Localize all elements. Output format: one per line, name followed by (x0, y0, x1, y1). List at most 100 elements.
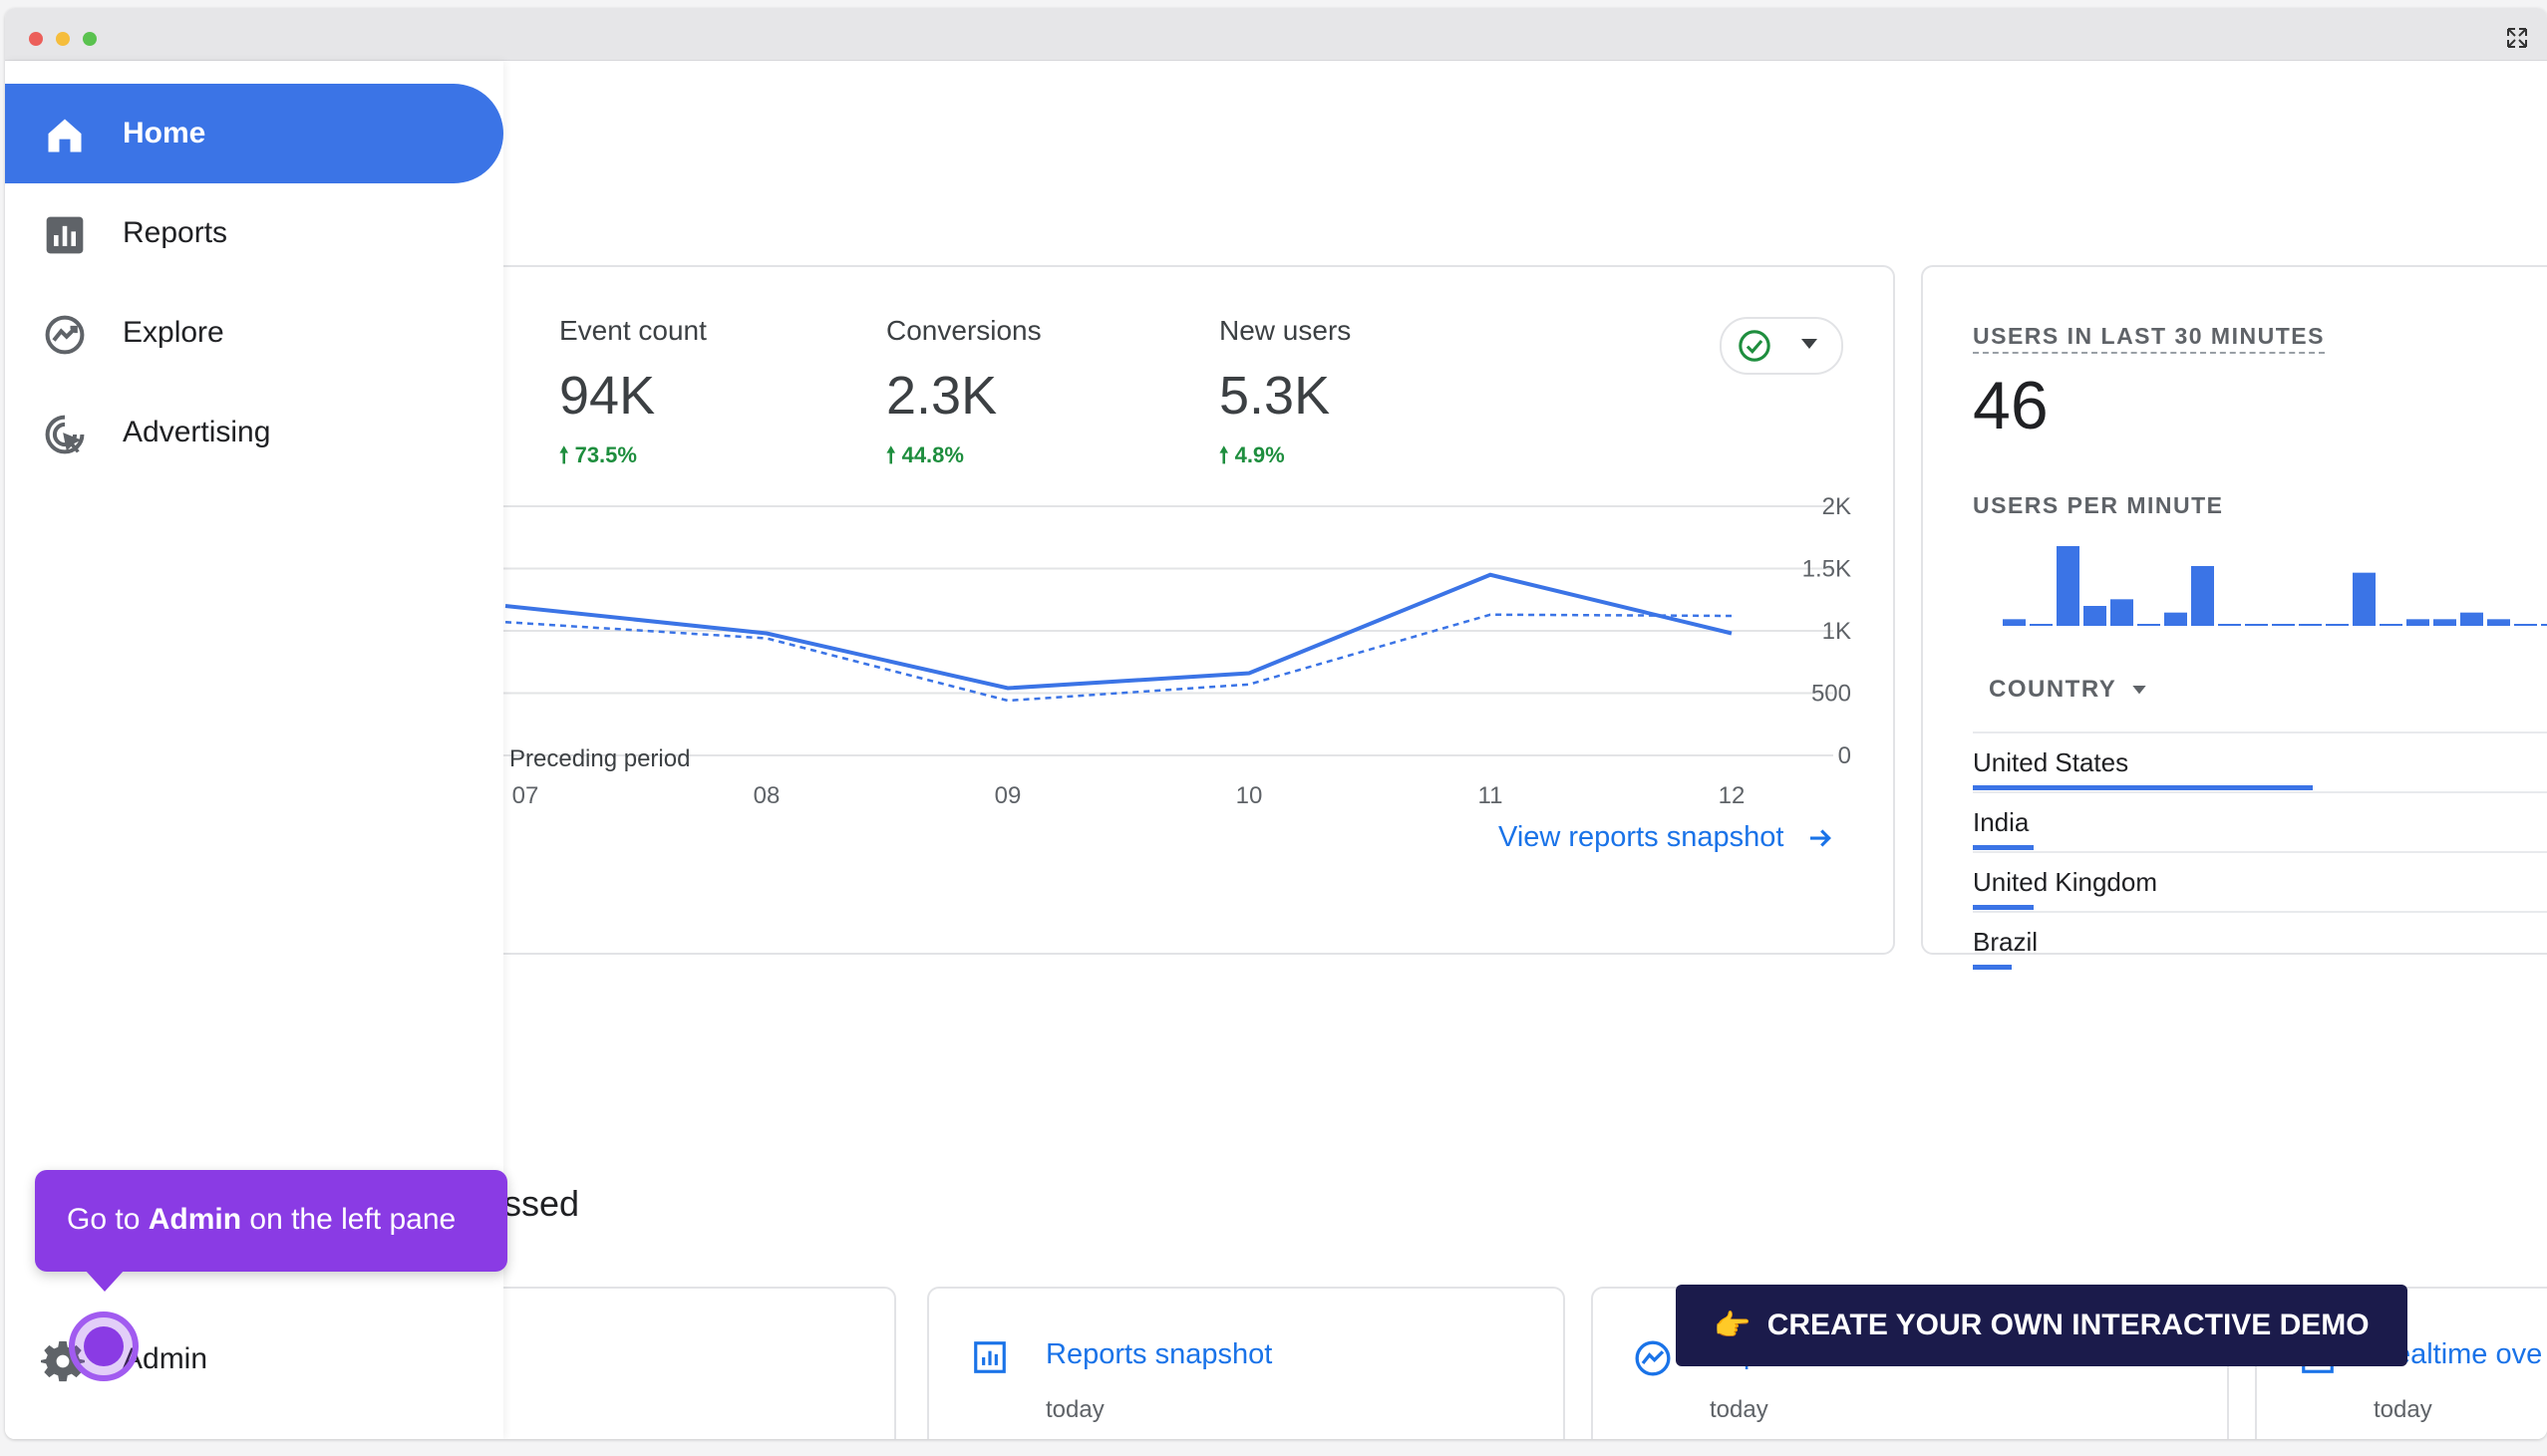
chevron-down-icon (1801, 339, 1817, 349)
x-tick-label: 11 (1478, 782, 1503, 809)
country-name: India (1973, 807, 2030, 837)
maximize-window-button[interactable] (83, 32, 97, 46)
x-tick-label: 09 (995, 782, 1022, 809)
minute-bar[interactable] (2514, 624, 2537, 626)
country-label: COUNTRY (1989, 676, 2116, 703)
minute-bar[interactable] (2299, 624, 2322, 626)
country-share-bar (1973, 965, 2012, 970)
y-tick-label: 1.5K (1802, 556, 1851, 583)
country-row[interactable]: India (1973, 791, 2547, 853)
line-chart: 2K 1.5K 1K 500 0 07 08 09 10 11 12 (466, 493, 1851, 809)
bar-chart-icon (46, 216, 84, 254)
minute-bar[interactable] (2541, 624, 2547, 626)
tooltip-text: Go to Admin on the left pane (67, 1203, 457, 1236)
minute-bar[interactable] (2083, 606, 2106, 626)
minute-bar[interactable] (2057, 546, 2079, 626)
close-window-button[interactable] (29, 32, 43, 46)
metric-change: 🠕 4.9% (1219, 442, 1285, 467)
guide-tooltip: Go to Admin on the left pane (35, 1170, 507, 1292)
explore-icon (1635, 1340, 1671, 1376)
y-tick-label: 1K (1822, 618, 1851, 645)
minute-bar[interactable] (2110, 599, 2133, 626)
section-title: ssed (503, 1183, 580, 1224)
country-row[interactable]: Brazil (1973, 911, 2547, 973)
minute-bar[interactable] (2406, 619, 2429, 626)
minute-bar[interactable] (2245, 624, 2268, 626)
metric-value: 5.3K (1219, 366, 1331, 426)
x-tick-label: 12 (1719, 782, 1746, 809)
minute-bar[interactable] (2460, 612, 2483, 626)
recent-card-reports-snapshot[interactable]: Reports snapshot today (927, 1287, 1565, 1439)
view-reports-snapshot-link[interactable]: View reports snapshot (1498, 821, 1835, 854)
arrow-right-icon (1810, 829, 1832, 847)
minute-bar[interactable] (2433, 619, 2456, 626)
sidebar-item-label: Advertising (123, 416, 271, 448)
minute-bar[interactable] (2326, 624, 2349, 626)
minute-bar[interactable] (2218, 624, 2241, 626)
minute-bar[interactable] (2030, 624, 2053, 626)
minute-bar[interactable] (2137, 624, 2160, 626)
tooltip-pointer (85, 1270, 125, 1292)
admin-highlight-ring[interactable] (69, 1311, 139, 1381)
metric-label: New users (1219, 315, 1352, 346)
sidebar-item-home[interactable]: Home (5, 84, 503, 183)
advertising-icon (45, 415, 85, 454)
browser-window: Home Reports Explore (5, 8, 2547, 1439)
expand-icon[interactable] (2505, 26, 2529, 50)
realtime-card: USERS IN LAST 30 MINUTES 46 USERS PER MI… (1921, 265, 2547, 970)
country-row[interactable]: United Kingdom (1973, 851, 2547, 913)
y-tick-label: 500 (1811, 681, 1851, 708)
arrow-up-icon: 🠕 (559, 442, 569, 467)
explore-icon (45, 315, 85, 355)
country-row[interactable]: United States (1973, 731, 2547, 793)
x-tick-label: 08 (754, 782, 781, 809)
minimize-window-button[interactable] (56, 32, 70, 46)
pointing-hand-icon: 👉 (1714, 1309, 1751, 1342)
metric-value: 2.3K (886, 366, 998, 426)
view-reports-label: View reports snapshot (1498, 821, 1784, 853)
country-dropdown[interactable]: COUNTRY (1989, 676, 2146, 704)
home-icon (48, 119, 82, 152)
minute-bar[interactable] (2272, 624, 2295, 626)
users-per-minute-label: USERS PER MINUTE (1973, 492, 2224, 518)
country-name: United States (1973, 747, 2129, 777)
metric-label: Event count (559, 315, 707, 346)
banner-text: CREATE YOUR OWN INTERACTIVE DEMO (1766, 1309, 2370, 1341)
sidebar-item-label: Home (123, 117, 206, 149)
country-share-bar (1973, 845, 2034, 850)
chevron-down-icon (2132, 685, 2146, 694)
y-tick-label: 2K (1822, 493, 1851, 520)
recent-card-title: Reports snapshot (1046, 1338, 1273, 1370)
check-circle-icon (1739, 330, 1770, 362)
arrow-up-icon: 🠕 (886, 442, 896, 467)
recent-card-time: today (1710, 1396, 1768, 1423)
app-content: Home Reports Explore (5, 61, 2547, 1439)
x-tick-label: 07 (512, 782, 539, 809)
admin-highlight-dot (84, 1326, 124, 1366)
status-dropdown[interactable] (1720, 317, 1843, 375)
metric-change: 🠕 73.5% (559, 442, 637, 467)
sidebar-item-label: Reports (123, 216, 228, 249)
sidebar-item-advertising[interactable]: Advertising (5, 383, 503, 482)
realtime-title[interactable]: USERS IN LAST 30 MINUTES (1973, 323, 2325, 354)
country-name: United Kingdom (1973, 867, 2157, 897)
arrow-up-icon: 🠕 (1219, 442, 1229, 467)
minute-bar[interactable] (2164, 612, 2187, 626)
sidebar-item-label: Explore (123, 316, 224, 349)
users-per-minute-chart (2003, 546, 2547, 626)
minute-bar[interactable] (2380, 624, 2402, 626)
recent-card-empty[interactable] (464, 1287, 896, 1439)
country-share-bar (1973, 905, 2034, 910)
minute-bar[interactable] (2353, 572, 2376, 626)
recent-card-time: today (2374, 1396, 2432, 1423)
minute-bar[interactable] (2003, 619, 2026, 626)
country-name: Brazil (1973, 927, 2039, 957)
window-titlebar (5, 8, 2547, 61)
minute-bar[interactable] (2191, 566, 2214, 626)
y-tick-label: 0 (1838, 742, 1851, 769)
minute-bar[interactable] (2487, 619, 2510, 626)
create-demo-banner[interactable]: 👉 CREATE YOUR OWN INTERACTIVE DEMO (1676, 1285, 2407, 1366)
legend-label: Preceding period (509, 745, 691, 772)
sidebar-item-reports[interactable]: Reports (5, 183, 503, 283)
sidebar-item-explore[interactable]: Explore (5, 283, 503, 383)
